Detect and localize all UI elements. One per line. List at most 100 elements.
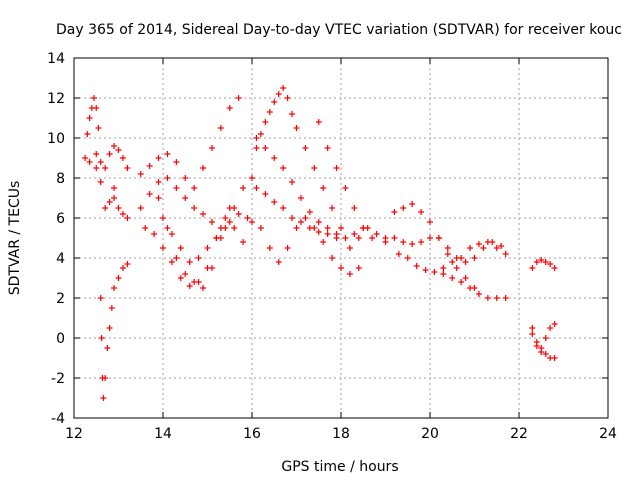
data-point	[449, 259, 456, 265]
series-trace-18	[391, 201, 478, 291]
data-point	[240, 185, 247, 191]
data-point	[124, 261, 131, 267]
data-point	[173, 255, 180, 261]
series-trace-21	[529, 257, 558, 271]
data-point	[551, 265, 558, 271]
data-point	[86, 159, 93, 165]
data-point	[280, 165, 287, 171]
data-point	[111, 185, 118, 191]
x-tick-label: 14	[154, 426, 172, 442]
chart-title: Day 365 of 2014, Sidereal Day-to-day VTE…	[56, 22, 622, 38]
data-point	[160, 215, 166, 221]
data-point	[235, 211, 242, 217]
y-tick-labels: -4 -2 0 2 4 6 8 10 12 14	[47, 51, 65, 427]
data-point	[324, 145, 331, 151]
data-point	[435, 235, 442, 241]
data-point	[400, 239, 407, 245]
data-point	[155, 155, 162, 161]
data-point	[467, 285, 474, 291]
data-point	[115, 275, 122, 281]
data-point	[97, 295, 104, 301]
data-point	[458, 255, 465, 261]
data-point	[373, 231, 380, 237]
data-point	[164, 225, 171, 231]
data-point	[115, 205, 122, 211]
data-point	[111, 143, 118, 149]
data-point	[338, 265, 344, 271]
data-point	[186, 283, 193, 289]
data-point	[484, 239, 491, 245]
data-point	[226, 105, 233, 111]
data-point	[338, 225, 344, 231]
series-trace-11	[253, 85, 344, 231]
data-point	[195, 255, 202, 261]
data-point	[395, 251, 402, 257]
data-point	[124, 165, 131, 171]
data-point	[533, 343, 540, 349]
data-point	[177, 275, 184, 281]
data-point	[484, 295, 491, 301]
x-tick-label: 20	[421, 426, 439, 442]
data-point	[289, 179, 296, 185]
data-point	[222, 225, 229, 231]
data-point	[249, 175, 255, 181]
data-point	[124, 215, 131, 221]
data-point	[186, 259, 193, 265]
data-point	[266, 245, 273, 251]
data-point	[182, 175, 189, 181]
data-point	[547, 325, 554, 331]
data-point	[146, 191, 153, 197]
data-point	[93, 105, 100, 111]
data-point	[542, 259, 549, 265]
data-point	[271, 199, 278, 205]
data-point	[364, 225, 371, 231]
data-point	[271, 99, 278, 105]
data-point	[462, 275, 469, 281]
data-point	[84, 131, 91, 137]
data-point	[355, 265, 362, 271]
data-point	[137, 205, 144, 211]
data-point	[208, 265, 215, 271]
data-point	[453, 265, 460, 271]
data-point	[168, 259, 175, 265]
data-point	[119, 265, 126, 271]
data-point	[329, 205, 336, 211]
data-point	[324, 231, 331, 237]
y-tick-label: 8	[56, 171, 65, 187]
data-point	[302, 215, 309, 221]
data-point	[93, 151, 100, 157]
data-point	[475, 291, 482, 297]
y-tick-label: -4	[51, 411, 65, 427]
data-point	[315, 229, 322, 235]
data-point	[164, 151, 171, 157]
data-point	[222, 215, 229, 221]
data-point	[471, 255, 478, 261]
data-point	[208, 145, 215, 151]
data-point	[235, 95, 242, 101]
data-point	[529, 265, 536, 271]
data-point	[529, 325, 536, 331]
data-point	[533, 259, 540, 265]
data-point	[449, 275, 456, 281]
series-trace-19	[395, 251, 509, 301]
series-trace-14	[257, 215, 362, 277]
x-axis-label: GPS time / hours	[281, 459, 398, 475]
data-point	[538, 257, 545, 263]
data-point	[293, 125, 300, 131]
data-point	[204, 245, 211, 251]
data-point	[253, 145, 260, 151]
data-point	[302, 145, 309, 151]
series-trace-2	[84, 95, 102, 137]
data-point	[151, 231, 158, 237]
data-point	[119, 211, 126, 217]
data-point	[82, 155, 89, 161]
data-point	[226, 219, 233, 225]
y-tick-label: 6	[56, 211, 65, 227]
y-tick-label: -2	[51, 371, 65, 387]
y-axis-label: SDTVAR / TECUs	[7, 181, 23, 296]
data-point	[119, 155, 126, 161]
data-point	[173, 159, 180, 165]
data-point	[160, 245, 166, 251]
